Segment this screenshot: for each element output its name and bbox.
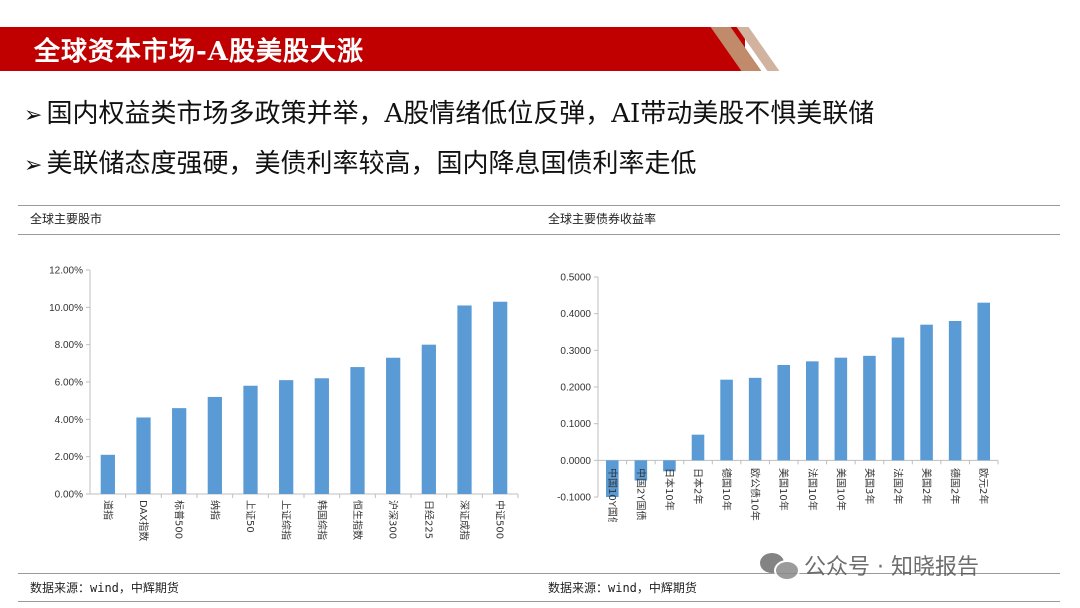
bar (100, 454, 115, 494)
x-tick-label: 沪深300 (387, 500, 400, 539)
footer-divider (18, 573, 1060, 574)
bar (136, 417, 151, 494)
x-tick-label: 英国3年 (863, 468, 876, 504)
bar (920, 324, 933, 461)
bar (834, 357, 848, 461)
bar (493, 301, 508, 494)
bar (606, 460, 619, 497)
top-divider (18, 205, 1060, 206)
bullet-point: ➢ 国内权益类市场多政策并举，A股情绪低位反弹，AI带动美股不惧美联储 (24, 93, 874, 130)
y-tick-label: 0.3000 (560, 346, 591, 357)
x-tick-label: 日本10年 (663, 468, 676, 511)
bullet-point: ➢ 美联储态度强硬，美债利率较高，国内降息国债利率走低 (24, 143, 696, 180)
x-tick-label: 纳指 (208, 500, 221, 520)
x-tick-label: 美国10年 (834, 468, 847, 511)
y-tick-label: 0.5000 (560, 273, 591, 284)
bar (207, 396, 222, 494)
x-tick-label: 韩国综指 (315, 500, 328, 540)
watermark: 公众号 · 知晓报告 (760, 549, 979, 581)
bond-yield-chart: -0.1000 0.0000 0.1000 0.2000 0.3000 0.4000 0.5… (557, 273, 999, 522)
bar (777, 365, 790, 461)
bullet-text: 国内权益类市场多政策并举，A股情绪低位反弹，AI带动美股不惧美联储 (46, 99, 875, 129)
bar (748, 377, 762, 461)
y-tick-label: 10.00% (49, 303, 83, 314)
x-tick-label: 恒生指数 (351, 500, 364, 540)
bar (314, 378, 329, 494)
left-data-source: 数据来源：wind，中辉期货 (30, 581, 179, 595)
bar (386, 357, 401, 494)
bar (977, 302, 990, 461)
bar (172, 408, 187, 494)
x-tick-label: 法国10年 (806, 468, 819, 511)
bar (663, 460, 676, 472)
right-data-source: 数据来源：wind，中辉期货 (548, 581, 697, 595)
bar (891, 337, 905, 461)
y-tick-label: 12.00% (49, 266, 83, 277)
x-tick-label: 德国10年 (720, 468, 733, 511)
bar (421, 344, 436, 494)
x-tick-label: DAX指数 (137, 500, 150, 541)
arrow-bullet-icon: ➢ (24, 103, 43, 128)
arrow-bullet-icon: ➢ (24, 153, 43, 178)
bar (948, 321, 962, 461)
wechat-icon (760, 551, 800, 581)
x-tick-label: 深证成指 (458, 500, 471, 540)
bar (457, 305, 472, 494)
bar (691, 434, 705, 461)
x-tick-label: 欧公债10年 (749, 468, 762, 521)
y-tick-label: 0.00% (55, 490, 83, 501)
x-tick-label: 上证50 (244, 500, 256, 533)
x-tick-label: 中证500 (494, 500, 507, 539)
x-tick-label: 标普500 (173, 500, 186, 539)
x-tick-label: 法国2年 (892, 468, 905, 504)
x-tick-label: 中国2Y国债 (634, 468, 647, 520)
page-title: 全球资本市场-A股美股大涨 (34, 37, 364, 67)
y-tick-label: 0.1000 (560, 419, 591, 430)
y-tick-label: 0.2000 (560, 383, 591, 394)
x-tick-label: 道指 (101, 500, 114, 520)
x-tick-label: 美国10年 (777, 468, 790, 511)
y-tick-label: 6.00% (55, 378, 83, 389)
x-tick-label: 美国2年 (920, 468, 933, 504)
x-tick-label: 欧元2年 (977, 468, 990, 504)
watermark-text: 公众号 · 知晓报告 (804, 555, 979, 580)
bar (634, 460, 648, 481)
bullet-text: 美联储态度强硬，美债利率较高，国内降息国债利率走低 (46, 149, 697, 179)
bottom-divider (18, 601, 1060, 602)
y-tick-label: 8.00% (55, 340, 83, 351)
header-divider (18, 234, 1060, 235)
bar (243, 385, 258, 494)
bar (863, 355, 876, 461)
right-chart-title: 全球主要债券收益率 (548, 212, 657, 226)
x-tick-label: 中国10Y国债 (606, 468, 619, 522)
y-tick-label: 4.00% (55, 415, 83, 426)
x-tick-label: 日经225 (422, 500, 435, 539)
y-tick-label: 0.0000 (560, 456, 591, 467)
stock-index-chart: 0.00% 2.00% 4.00% 6.00% 8.00% 10.00% 12.00% 道指 D… (49, 266, 519, 541)
bar (350, 367, 365, 494)
bar (279, 380, 294, 494)
y-tick-label: 2.00% (55, 452, 83, 463)
x-tick-label: 日本2年 (692, 468, 705, 504)
bar (720, 379, 733, 461)
bar (806, 361, 819, 461)
y-tick-label: 0.4000 (560, 309, 591, 320)
left-chart-title: 全球主要股市 (30, 212, 103, 226)
y-tick-label: -0.1000 (557, 493, 591, 504)
x-tick-label: 上证综指 (280, 500, 293, 540)
x-tick-label: 德国2年 (949, 468, 962, 504)
title-banner (0, 27, 745, 71)
